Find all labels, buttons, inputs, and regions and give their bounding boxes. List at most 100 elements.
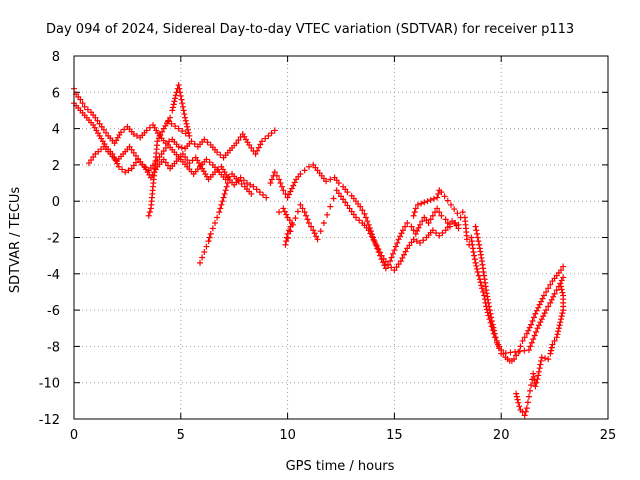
data-point-marker	[176, 85, 183, 92]
data-point-marker	[178, 96, 185, 103]
data-point-marker	[560, 263, 567, 270]
data-point-marker	[267, 180, 274, 187]
data-point-marker	[399, 254, 406, 261]
data-point-marker	[130, 131, 137, 138]
data-point-marker	[277, 180, 284, 187]
data-point-marker	[521, 412, 528, 419]
data-point-marker	[523, 405, 530, 412]
data-point-marker	[485, 299, 492, 306]
data-point-marker	[414, 201, 421, 208]
data-point-marker	[79, 100, 86, 107]
y-tick-label: -4	[47, 268, 60, 283]
data-point-marker	[223, 183, 230, 190]
data-point-marker	[364, 218, 371, 225]
data-point-marker	[376, 249, 383, 256]
data-point-marker	[528, 382, 535, 389]
data-point-marker	[203, 156, 210, 163]
data-point-marker	[276, 176, 283, 183]
data-point-marker	[271, 169, 278, 176]
data-point-marker	[533, 328, 540, 335]
data-point-marker	[98, 123, 105, 130]
data-points	[71, 82, 567, 419]
data-point-marker	[145, 212, 152, 219]
data-point-marker	[233, 140, 240, 147]
data-point-marker	[311, 230, 318, 237]
data-point-marker	[357, 203, 364, 210]
data-point-marker	[394, 239, 401, 246]
data-point-marker	[276, 209, 283, 216]
data-point-marker	[183, 120, 190, 127]
data-point-marker	[382, 258, 389, 265]
data-point-marker	[128, 165, 135, 172]
data-point-marker	[289, 221, 296, 228]
data-point-marker	[262, 135, 269, 142]
data-point-marker	[410, 236, 417, 243]
data-point-marker	[452, 219, 459, 226]
data-point-marker	[166, 138, 173, 145]
data-point-marker	[205, 238, 212, 245]
data-point-marker	[172, 95, 179, 102]
data-point-marker	[532, 310, 539, 317]
data-point-marker	[177, 89, 184, 96]
y-tick-label: 0	[52, 195, 60, 210]
data-point-marker	[478, 285, 485, 292]
data-point-marker	[340, 196, 347, 203]
data-point-marker	[280, 205, 287, 212]
data-point-marker	[283, 238, 290, 245]
data-point-marker	[142, 164, 149, 171]
data-point-marker	[451, 206, 458, 213]
data-point-marker	[160, 156, 167, 163]
data-point-marker	[250, 183, 257, 190]
data-point-marker	[84, 106, 91, 113]
data-point-marker	[375, 246, 382, 253]
data-point-marker	[558, 283, 565, 290]
data-point-marker	[162, 159, 169, 166]
data-point-marker	[263, 194, 270, 201]
data-point-marker	[191, 141, 198, 148]
data-point-marker	[408, 223, 415, 230]
data-point-marker	[184, 123, 191, 130]
data-point-marker	[132, 152, 139, 159]
data-point-marker	[560, 292, 567, 299]
data-point-marker	[182, 117, 189, 124]
data-point-marker	[222, 187, 229, 194]
data-point-marker	[305, 163, 312, 170]
data-point-marker	[399, 227, 406, 234]
data-point-marker	[389, 250, 396, 257]
data-point-marker	[103, 129, 110, 136]
data-point-marker	[387, 258, 394, 265]
data-point-marker	[305, 219, 312, 226]
data-point-marker	[254, 147, 261, 154]
data-point-marker	[498, 350, 505, 357]
data-point-marker	[558, 286, 565, 293]
data-point-marker	[271, 127, 278, 134]
data-point-marker	[365, 221, 372, 228]
data-point-marker	[258, 138, 265, 145]
data-point-marker	[392, 243, 399, 250]
data-point-marker	[168, 120, 175, 127]
data-point-marker	[547, 350, 554, 357]
data-point-marker	[286, 191, 293, 198]
data-point-marker	[372, 239, 379, 246]
data-point-marker	[470, 249, 477, 256]
data-point-marker	[122, 169, 129, 176]
data-point-marker	[146, 209, 153, 216]
data-point-marker	[415, 224, 422, 231]
data-point-marker	[536, 365, 543, 372]
data-point-marker	[115, 163, 122, 170]
data-point-marker	[541, 310, 548, 317]
data-point-marker	[535, 368, 542, 375]
data-point-marker	[356, 217, 363, 224]
data-point-marker	[391, 267, 398, 274]
data-point-marker	[281, 208, 288, 215]
y-axis-label: SDTVAR / TECUs	[8, 187, 23, 294]
data-point-marker	[483, 306, 490, 313]
data-point-marker	[395, 261, 402, 268]
data-point-marker	[555, 328, 562, 335]
data-point-marker	[549, 341, 556, 348]
data-point-marker	[551, 290, 558, 297]
data-point-marker	[381, 262, 388, 269]
data-point-marker	[132, 159, 139, 166]
data-point-marker	[218, 201, 225, 208]
